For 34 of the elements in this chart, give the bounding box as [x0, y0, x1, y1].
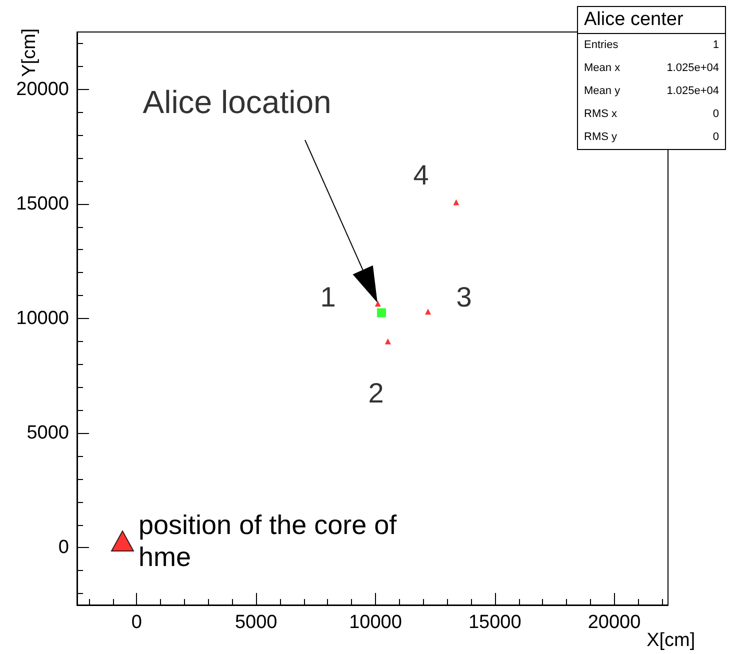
x-axis-title: X[cm] [646, 630, 696, 651]
x-tick-label: 0 [131, 612, 142, 633]
annotation: RMS x [584, 107, 617, 122]
annotation: 1.025e+04 [666, 84, 719, 99]
y-tick-label: 5000 [26, 422, 69, 444]
x-tick-label: 15000 [468, 612, 522, 633]
x-tick-label: 5000 [234, 612, 278, 633]
y-tick-label: 10000 [16, 308, 69, 329]
annotation: Mean x [584, 61, 620, 76]
annotation: Alice location [142, 84, 332, 120]
text: 0 [712, 130, 719, 145]
point [384, 338, 391, 344]
y-tick-label: 0 [58, 537, 69, 558]
annotation: Entries [584, 38, 618, 53]
x-tick-label: 20000 [588, 612, 641, 633]
annotation: RMS y [584, 130, 617, 145]
text: Alice center [578, 7, 725, 34]
point [374, 300, 381, 307]
annotation: 3 [456, 282, 472, 312]
legend-label: position of the core of hme [138, 510, 404, 572]
text: 1 [712, 38, 719, 53]
point [453, 199, 460, 206]
annotation: 2 [368, 378, 384, 408]
y-axis-title: Y[cm] [19, 28, 40, 77]
annotation: 1.025e+04 [666, 61, 719, 76]
point [425, 308, 432, 315]
annotation: 1 [320, 282, 336, 312]
text: 0 [712, 107, 719, 122]
point [376, 308, 386, 318]
y-tick-label: 15000 [16, 193, 69, 214]
annotation: 4 [413, 160, 429, 190]
y-tick-label: 20000 [16, 78, 69, 100]
x-tick-label: 10000 [349, 612, 402, 633]
annotation: Mean y [584, 84, 620, 99]
